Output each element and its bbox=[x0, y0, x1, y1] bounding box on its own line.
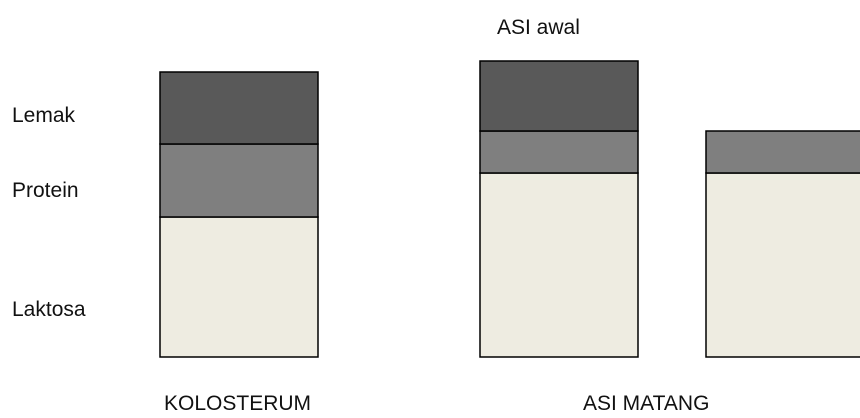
bar-2-protein-segment bbox=[479, 130, 639, 174]
bar-1-lemak-segment bbox=[159, 71, 319, 145]
bar-2-laktosa-segment bbox=[479, 172, 639, 358]
legend-label-lemak: Lemak bbox=[12, 104, 76, 127]
legend-label-protein: Protein bbox=[12, 179, 79, 202]
bar-2-lemak-segment bbox=[479, 60, 639, 132]
annotation-asi-awal: ASI awal bbox=[497, 16, 580, 39]
bar-1-laktosa-segment bbox=[159, 216, 319, 358]
legend-label-laktosa: Laktosa bbox=[12, 298, 86, 321]
bar-3-laktosa-segment bbox=[705, 172, 860, 358]
group-label-asi-matang: ASI MATANG bbox=[583, 392, 709, 415]
bar-3-protein-segment bbox=[705, 130, 860, 174]
group-label-kolosterum: KOLOSTERUM bbox=[164, 392, 311, 415]
bars-layer bbox=[159, 60, 860, 358]
bar-1-protein-segment bbox=[159, 143, 319, 218]
